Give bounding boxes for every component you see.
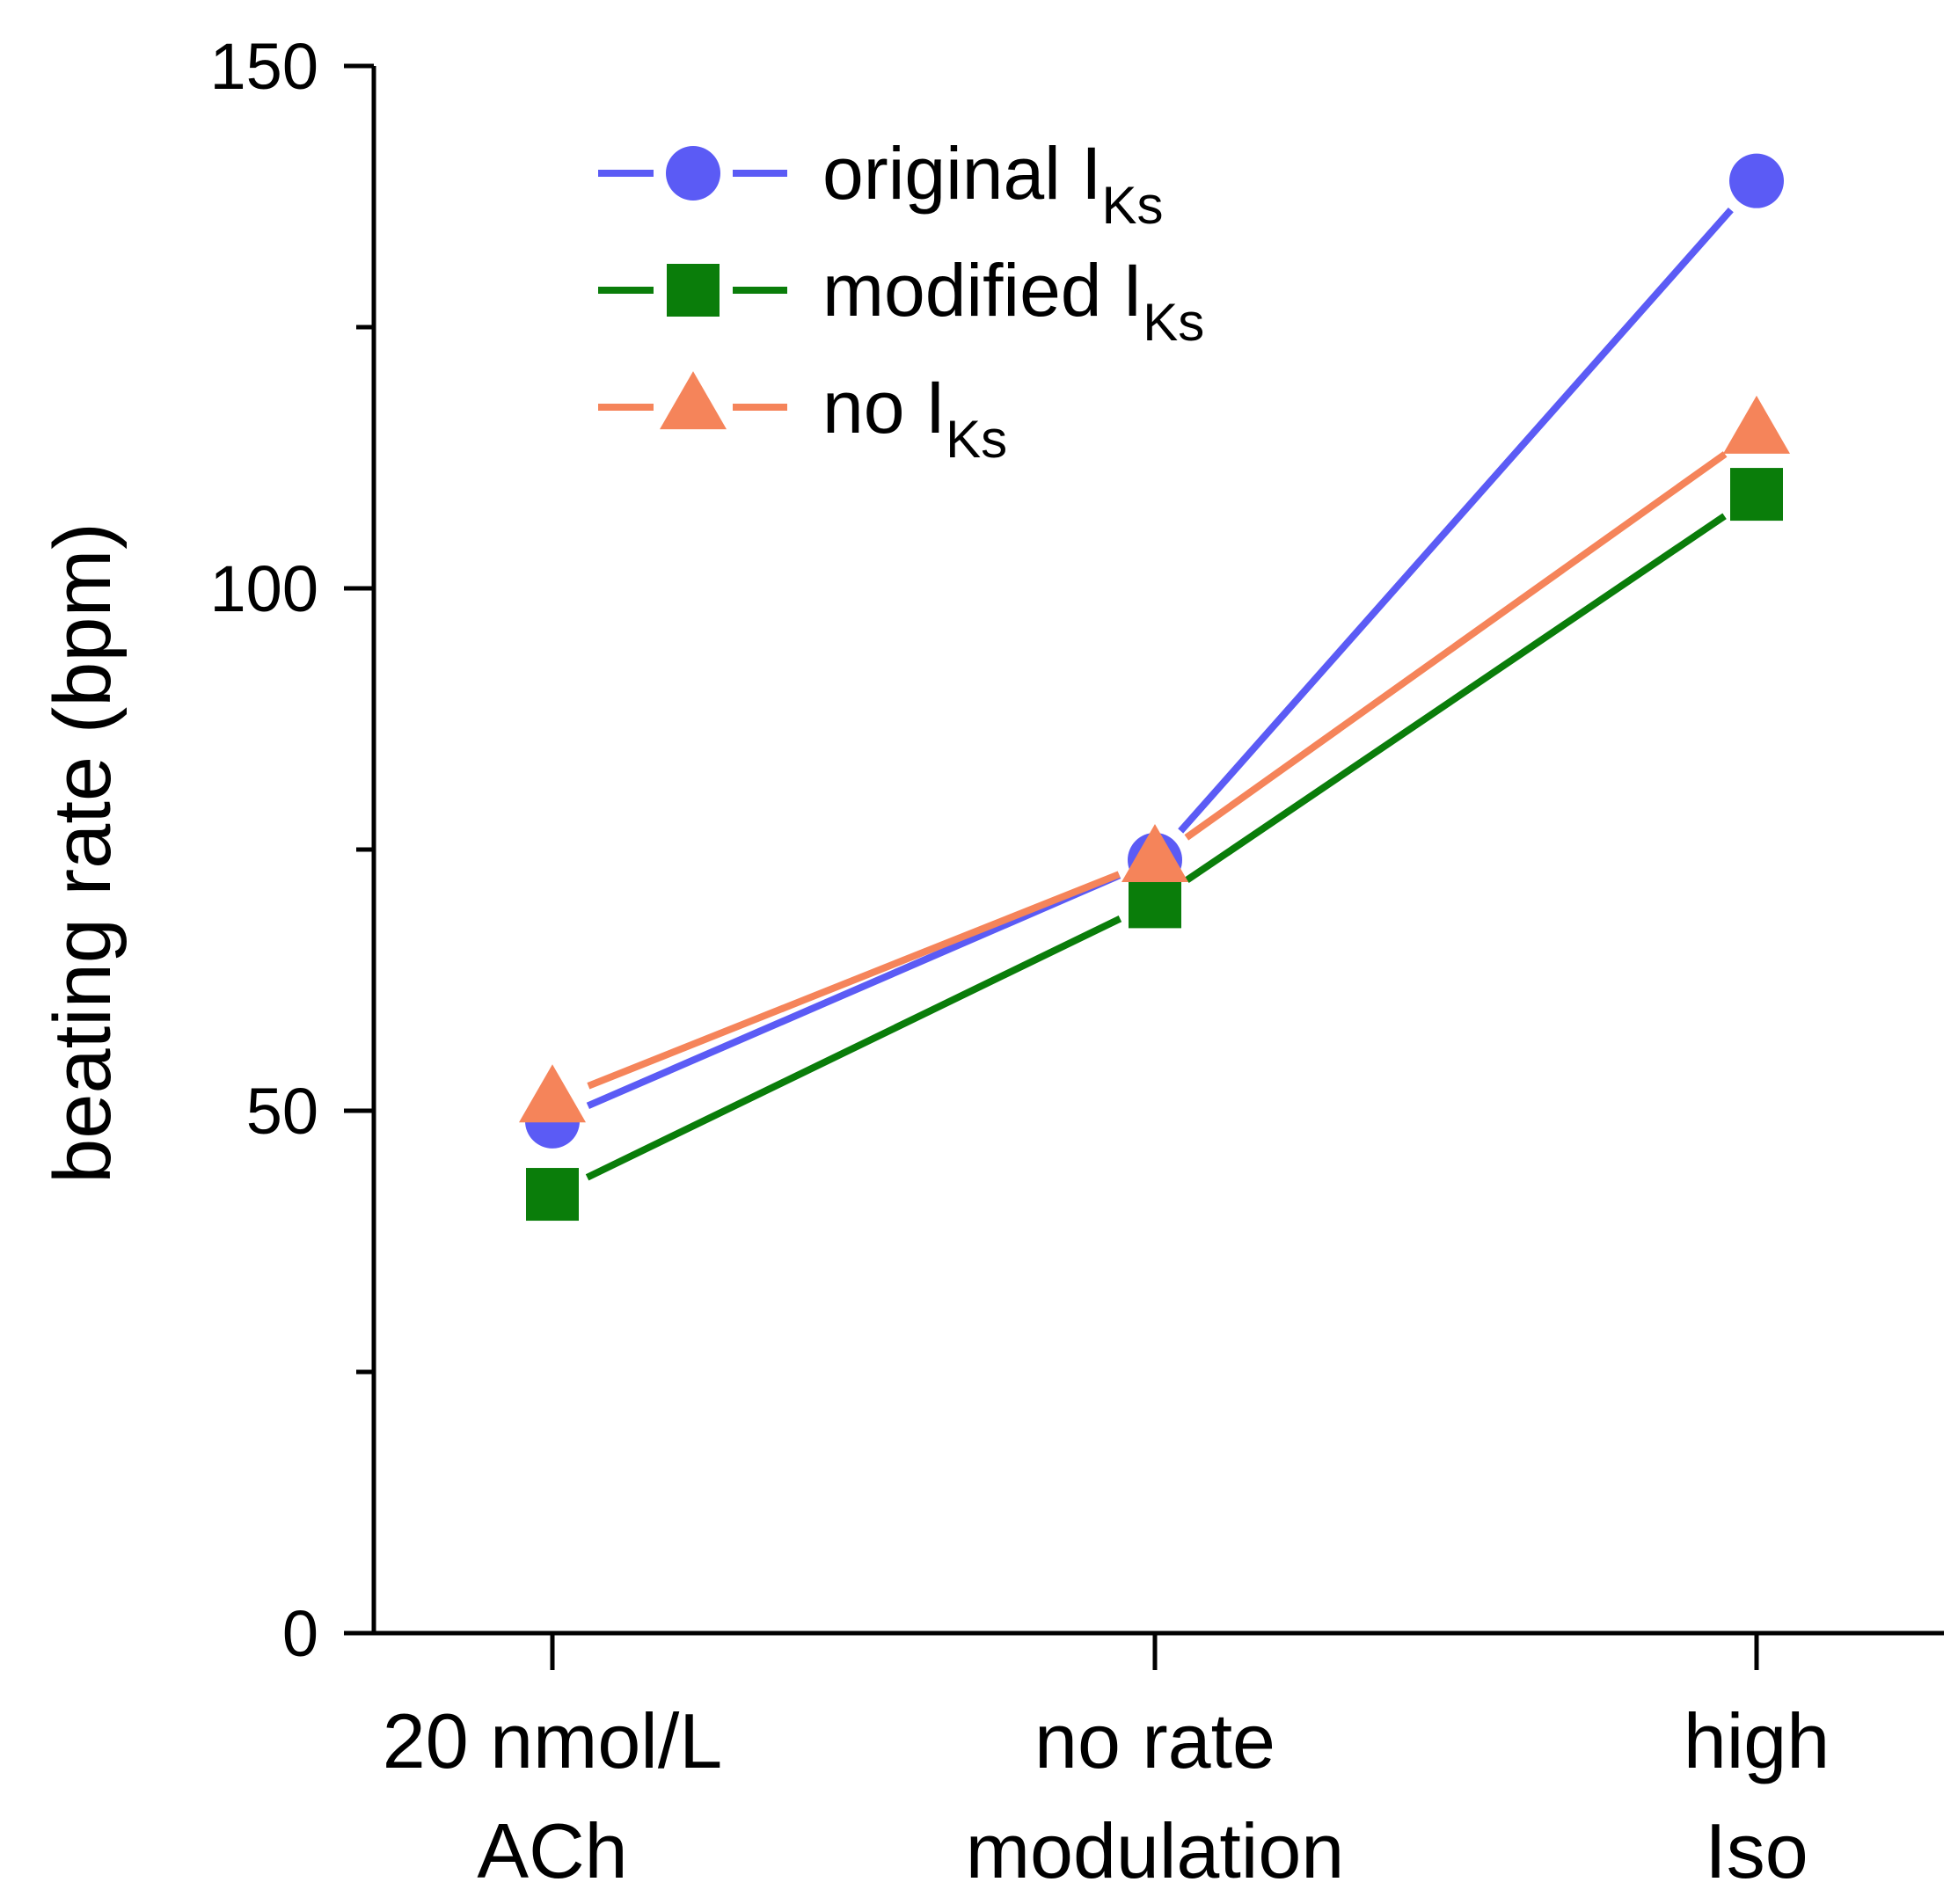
series-line-modified [585,916,1122,1181]
data-point-modified [1129,875,1181,929]
x-tick-label-line2: modulation [966,1807,1345,1894]
series-line-original [586,872,1121,1110]
legend-marker-modified [667,264,720,317]
y-tick-label-50: 50 [246,1075,318,1148]
legend: original IKs modified IKs no IKs [598,132,1204,469]
legend-label-modified: modified IKs [822,249,1204,352]
series-line-modified [1185,513,1727,884]
x-tick-label-line2: Iso [1705,1807,1808,1894]
y-tick-labels: 0 50 100 150 [210,30,318,1670]
x-tick-label-line1: 20 nmol/L [383,1697,722,1784]
legend-marker-original [666,146,720,201]
legend-label-original: original IKs [822,132,1164,235]
data-point-modified [526,1168,579,1222]
data-point-no [1723,395,1790,454]
data-point-no [1121,823,1188,882]
series-markers [519,153,1790,1222]
legend-marker-no [660,371,727,430]
x-tick-labels: 20 nmol/L ACh no rate modulation high Iso [383,1697,1830,1894]
legend-label-no: no IKs [822,366,1007,469]
y-tick-label-0: 0 [282,1597,318,1670]
y-tick-label-150: 150 [210,30,318,103]
series-line-no [587,871,1121,1090]
series-line-no [1184,451,1728,841]
y-axis-title: beating rate (bpm) [38,522,128,1184]
x-tick-label-line2: ACh [477,1807,627,1894]
x-tick-label-line1: no rate [1034,1697,1275,1784]
data-point-original [1729,153,1784,208]
axes [344,63,1944,1670]
series-line-original [1178,207,1734,834]
x-tick-label-line1: high [1684,1697,1830,1784]
data-point-modified [1730,468,1783,522]
series-lines [585,207,1734,1181]
y-tick-label-100: 100 [210,552,318,625]
data-point-no [519,1064,586,1123]
